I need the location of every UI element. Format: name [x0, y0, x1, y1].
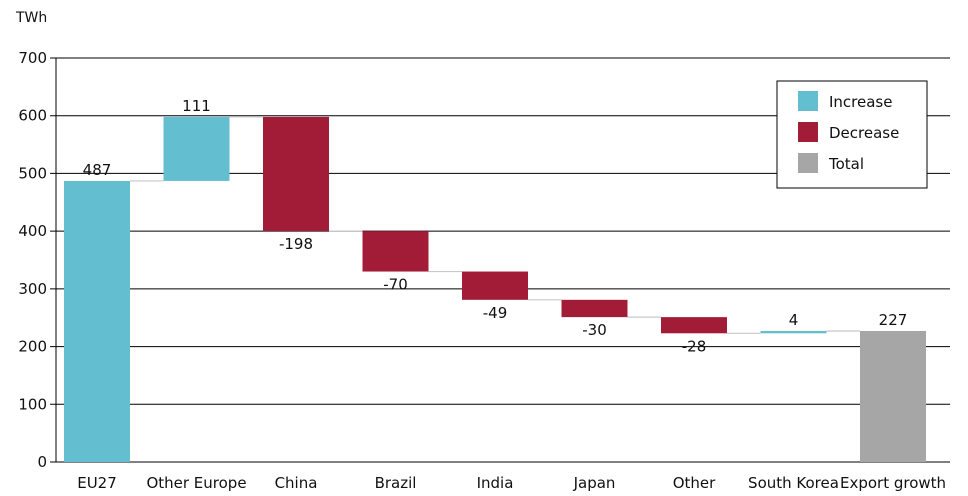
y-tick-label: 100 — [18, 395, 47, 413]
x-tick-label: South Korea — [748, 474, 839, 492]
legend-swatch-decrease — [798, 122, 818, 142]
bars — [64, 116, 926, 462]
y-tick-label: 500 — [18, 164, 47, 182]
y-axis: 0 100 200 300 400 500 600 700 — [18, 49, 57, 471]
bar-china — [263, 116, 329, 232]
x-tick-label: Brazil — [375, 474, 417, 492]
legend: Increase Decrease Total — [776, 80, 928, 189]
x-tick-label: Japan — [573, 474, 616, 492]
bar-other-europe — [163, 116, 230, 181]
x-tick-label: Other — [673, 474, 716, 492]
y-tick-label: 0 — [37, 453, 47, 471]
data-label: -70 — [383, 276, 408, 294]
bar-eu27 — [64, 180, 130, 462]
x-tick-label: China — [275, 474, 318, 492]
data-label: -28 — [682, 337, 707, 355]
bar-india — [462, 271, 528, 300]
bar-brazil — [362, 231, 429, 272]
data-label: -30 — [582, 321, 607, 339]
x-tick-label: EU27 — [77, 474, 117, 492]
data-label: 4 — [789, 311, 799, 329]
y-tick-label: 600 — [18, 107, 47, 125]
data-label: 227 — [879, 311, 908, 329]
x-axis: EU27 Other Europe China Brazil India Japan Oth… — [77, 474, 946, 492]
y-tick-label: 700 — [18, 49, 47, 67]
data-labels: 487 111 -198 -70 -49 -30 -28 4 227 — [83, 97, 908, 355]
legend-label-increase: Increase — [829, 93, 892, 111]
legend-label-total: Total — [828, 155, 864, 173]
bar-export-growth — [860, 330, 926, 462]
data-label: -49 — [483, 304, 508, 322]
x-tick-label: Other Europe — [146, 474, 246, 492]
legend-swatch-total — [798, 153, 818, 173]
legend-label-decrease: Decrease — [829, 124, 899, 142]
data-label: -198 — [279, 235, 313, 253]
legend-swatch-increase — [798, 91, 818, 111]
unit-label: TWh — [15, 10, 47, 26]
connector-lines — [130, 116, 860, 334]
bar-japan — [561, 299, 628, 318]
bar-south-korea — [760, 330, 827, 334]
y-tick-label: 200 — [18, 338, 47, 356]
x-tick-label: India — [477, 474, 514, 492]
data-label: 487 — [83, 161, 112, 179]
x-tick-label: Export growth — [840, 474, 946, 492]
y-tick-label: 400 — [18, 222, 47, 240]
bar-other — [661, 317, 727, 334]
data-label: 111 — [182, 97, 211, 115]
y-tick-label: 300 — [18, 280, 47, 298]
